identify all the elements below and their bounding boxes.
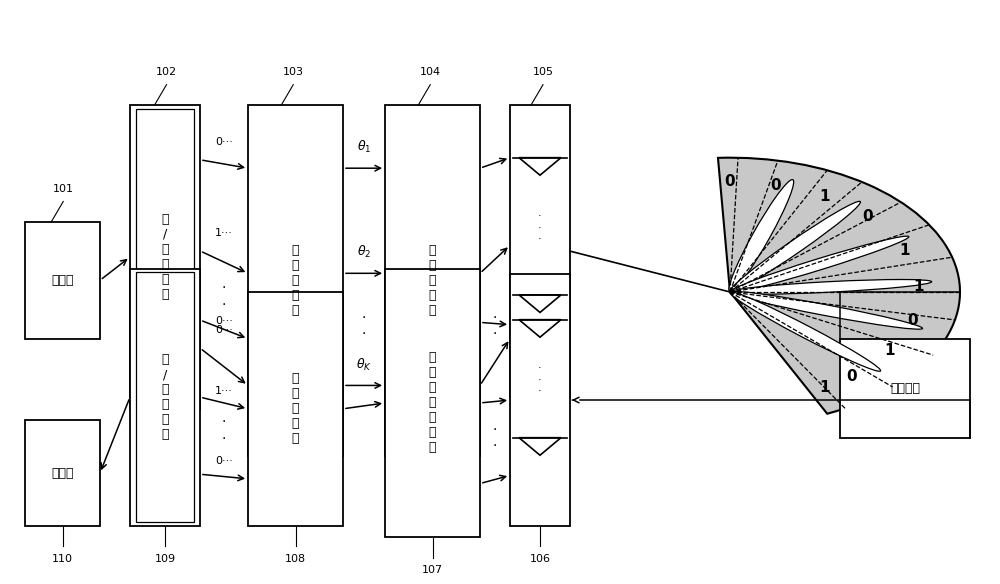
Text: 1: 1 [819,380,830,395]
Text: $\theta_1$: $\theta_1$ [357,139,371,155]
Text: ·
·: · · [493,423,497,453]
Text: ·
·
·: · · · [538,363,542,397]
Text: 0···: 0··· [215,137,233,147]
Text: 无线信道: 无线信道 [890,382,920,395]
Text: 角
域
解
调
器: 角 域 解 调 器 [292,373,299,445]
Text: 1···: 1··· [215,386,233,396]
Text: 0: 0 [770,178,781,193]
Ellipse shape [730,280,932,294]
Bar [248,105,343,456]
Text: 0: 0 [863,210,873,224]
Bar [510,105,570,397]
Text: ·
·: · · [493,311,497,341]
Ellipse shape [729,179,794,292]
Ellipse shape [730,201,860,292]
Bar [25,420,100,526]
Text: 0···: 0··· [215,456,233,466]
Text: 并
/
串
转
换
器: 并 / 串 转 换 器 [161,353,169,441]
Bar [130,105,200,409]
Bar [136,109,194,405]
Ellipse shape [730,292,881,371]
Text: 103: 103 [283,67,304,77]
Text: $\theta_K$: $\theta_K$ [356,356,372,373]
Text: ·
·: · · [222,281,226,311]
Text: 107: 107 [422,565,443,575]
Ellipse shape [730,291,923,329]
Bar [385,105,480,456]
Text: 角
域
调
制
器: 角 域 调 制 器 [292,244,299,317]
Text: 109: 109 [154,554,176,564]
Bar [136,272,194,522]
Text: 1: 1 [913,279,924,294]
Text: 101: 101 [53,184,74,194]
Text: 108: 108 [285,554,306,564]
Text: 110: 110 [52,554,73,564]
Text: ·
·: · · [362,311,366,341]
Bar [25,222,100,339]
Wedge shape [718,158,960,413]
Text: 105: 105 [532,67,554,77]
Text: 1: 1 [819,189,830,204]
Ellipse shape [730,236,909,293]
Text: $\theta_2$: $\theta_2$ [357,244,371,260]
Bar [510,274,570,526]
Text: 数据源: 数据源 [51,274,74,287]
Bar [248,292,343,526]
Text: 串
/
并
转
换
器: 串 / 并 转 换 器 [161,213,169,301]
Text: 数
据
采
样
处
理
器: 数 据 采 样 处 理 器 [429,352,436,454]
Text: ·
·: · · [222,415,226,446]
Text: 输出器: 输出器 [51,467,74,479]
Text: 0: 0 [725,175,735,189]
Text: 0: 0 [907,313,917,328]
Text: 104: 104 [420,67,441,77]
Bar [385,269,480,537]
Bar [130,269,200,526]
Bar [840,339,970,438]
Text: 波
束
成
形
器: 波 束 成 形 器 [429,244,436,317]
Text: 0: 0 [846,369,857,384]
Text: ·
·
·: · · · [538,211,542,244]
Text: 102: 102 [156,67,177,77]
Text: 1: 1 [885,343,895,358]
Text: 1: 1 [900,244,910,258]
Text: 0···: 0··· [215,316,233,326]
Text: 1···: 1··· [215,228,233,238]
Text: 106: 106 [530,554,550,564]
Text: 0···: 0··· [215,325,233,335]
